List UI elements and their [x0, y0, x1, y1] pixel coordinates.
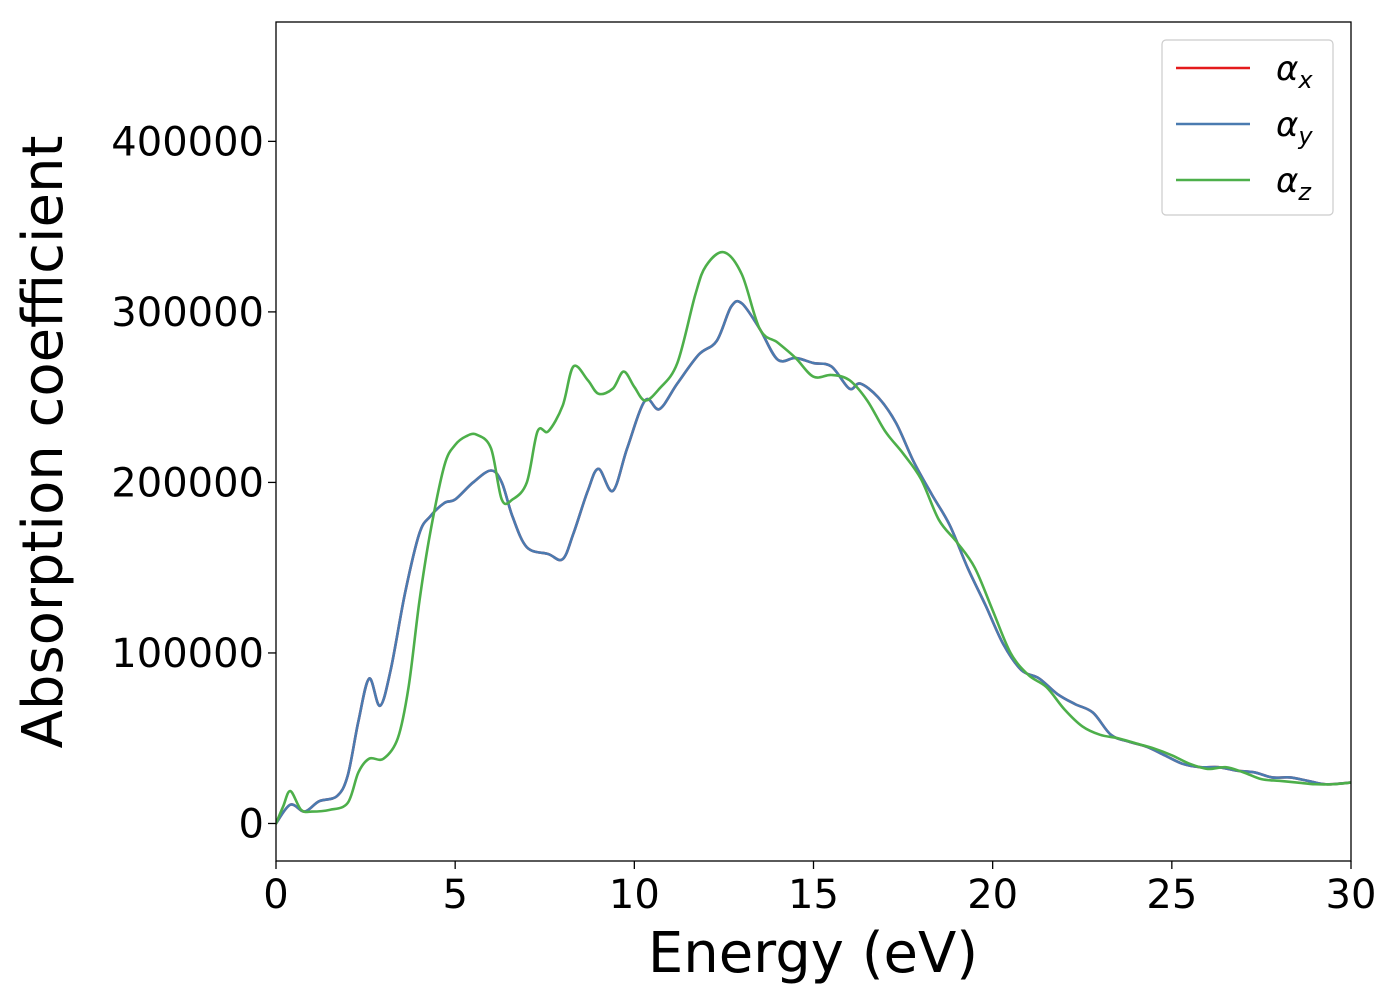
tick-layer: 0 5 10 15 20 25 30 0 100000 200000 300000 400000 — [111, 119, 1376, 918]
legend-box — [1161, 39, 1334, 216]
x-tick-label: 5 — [442, 872, 467, 918]
x-tick-label: 20 — [967, 872, 1018, 918]
series-line-alpha-z — [276, 250, 1351, 825]
y-tick-label: 200000 — [111, 460, 264, 506]
x-tick-label: 0 — [263, 872, 288, 918]
series-line-alpha-x — [276, 299, 1351, 825]
legend-label-alpha-x: αx — [1276, 49, 1313, 94]
series-lines — [276, 250, 1351, 825]
x-tick-label: 30 — [1326, 872, 1377, 918]
x-tick-label: 25 — [1146, 872, 1197, 918]
y-tick-label: 100000 — [111, 631, 264, 677]
x-axis-title: Energy (eV) — [648, 921, 978, 986]
x-tick-label: 15 — [788, 872, 839, 918]
x-tick-label: 10 — [609, 872, 660, 918]
series-line-alpha-y — [276, 299, 1351, 825]
legend: αx αy αz — [1161, 39, 1334, 216]
y-axis-label: Absorption coefficient — [11, 136, 76, 749]
legend-label-alpha-y: αy — [1276, 105, 1313, 150]
y-tick-label: 300000 — [111, 290, 264, 336]
x-axis-label: Energy (eV) — [648, 921, 978, 986]
y-axis-title: Absorption coefficient — [11, 136, 76, 749]
y-tick-label: 400000 — [111, 119, 264, 165]
legend-label-alpha-z: αz — [1276, 161, 1312, 206]
y-tick-label: 0 — [239, 801, 264, 847]
